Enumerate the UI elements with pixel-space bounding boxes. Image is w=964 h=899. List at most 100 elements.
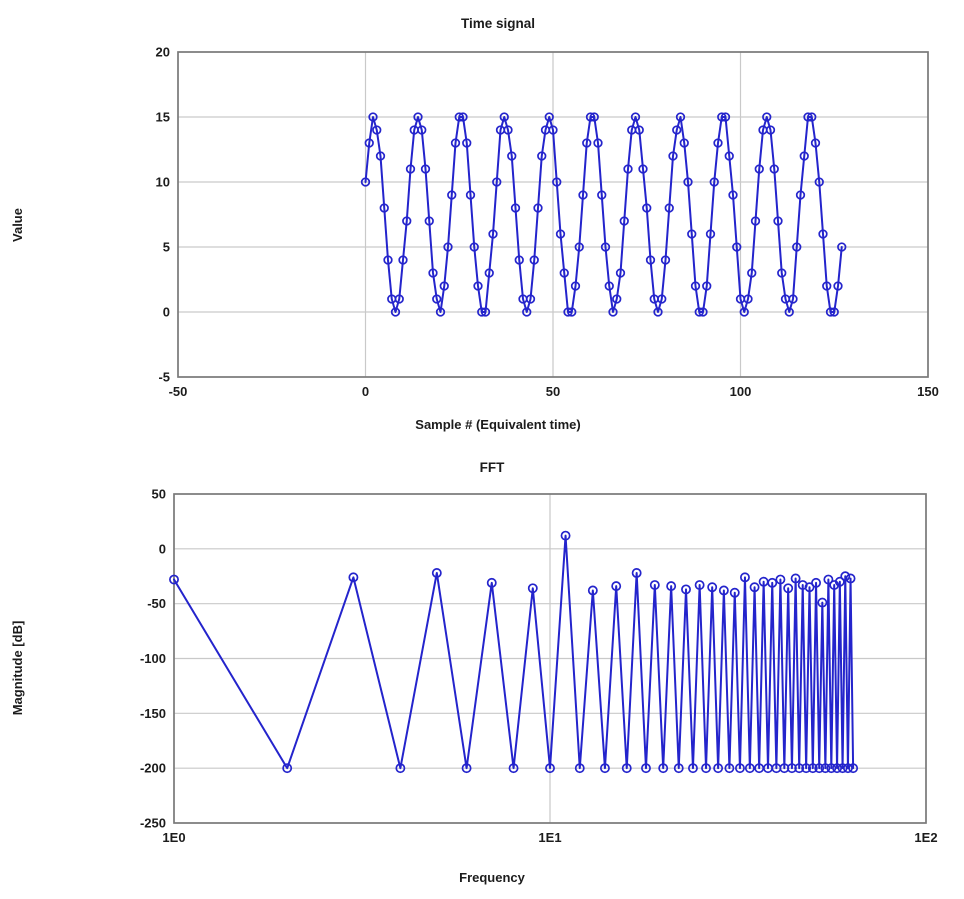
time-signal-y-axis-label: Value xyxy=(10,208,25,242)
time-signal-y-tick-label: -5 xyxy=(158,370,170,385)
time-signal-data-marker xyxy=(623,164,633,174)
time-signal-data-marker xyxy=(653,307,663,317)
fft-x-tick-label: 1E0 xyxy=(162,830,185,845)
fft-data-marker xyxy=(804,582,815,593)
fft-data-marker xyxy=(734,763,745,774)
time-signal-data-marker xyxy=(499,112,509,122)
fft-data-marker xyxy=(527,583,538,594)
fft-data-marker xyxy=(729,587,740,598)
time-signal-data-marker xyxy=(754,164,764,174)
fft-data-marker xyxy=(486,577,497,588)
time-signal-data-marker xyxy=(525,294,536,304)
time-signal-data-marker xyxy=(420,164,431,174)
time-signal-data-marker xyxy=(424,216,434,226)
fft-data-marker xyxy=(740,572,750,583)
time-signal-x-tick-label: 0 xyxy=(362,384,369,399)
fft-data-marker xyxy=(744,763,755,774)
time-signal-data-marker xyxy=(390,307,401,317)
time-signal-data-marker xyxy=(398,255,408,265)
time-signal-data-marker xyxy=(364,138,374,148)
time-signal-data-marker xyxy=(717,112,727,122)
time-signal-data-marker xyxy=(548,125,558,135)
time-signal-data-marker xyxy=(484,268,494,278)
fft-data-marker xyxy=(701,763,711,774)
time-signal-data-marker xyxy=(533,203,543,213)
fft-data-marker xyxy=(786,763,797,774)
fft-data-marker xyxy=(611,581,622,592)
time-signal-data-marker xyxy=(792,242,802,252)
time-signal-data-marker xyxy=(563,307,573,317)
time-signal-data-marker xyxy=(360,177,371,187)
time-signal-data-marker xyxy=(458,112,468,122)
fft-data-marker xyxy=(837,763,848,774)
time-signal-data-marker xyxy=(807,112,817,122)
fft-data-marker xyxy=(848,763,859,774)
time-signal-data-marker xyxy=(679,138,689,148)
time-signal-plot-frame xyxy=(177,51,929,378)
fft-data-marker xyxy=(681,584,691,595)
fft-data-marker xyxy=(587,585,598,596)
time-signal-data-marker xyxy=(638,164,648,174)
time-signal-data-marker xyxy=(777,268,787,278)
time-signal-data-marker xyxy=(559,268,569,278)
time-signal-data-marker xyxy=(477,307,487,317)
time-signal-data-marker xyxy=(450,138,461,148)
time-signal-data-marker xyxy=(765,125,776,135)
time-signal-data-marker xyxy=(829,307,839,317)
time-signal-data-marker xyxy=(447,190,457,200)
time-signal-data-marker xyxy=(795,190,806,200)
time-signal-data-marker xyxy=(743,294,753,304)
fft-series-line xyxy=(173,534,855,770)
fft-data-marker xyxy=(649,580,660,590)
time-signal-data-marker xyxy=(687,229,697,239)
time-signal-x-tick-label: -50 xyxy=(169,384,188,399)
time-signal-data-marker xyxy=(585,112,596,122)
time-signal-data-marker xyxy=(589,112,599,122)
time-signal-series-line xyxy=(364,116,843,313)
fft-data-marker xyxy=(820,763,831,774)
time-signal-data-marker xyxy=(578,190,588,200)
time-signal-data-marker xyxy=(739,307,749,317)
time-signal-data-marker xyxy=(799,151,809,161)
fft-data-marker xyxy=(814,763,825,774)
time-signal-data-marker xyxy=(522,307,532,317)
time-signal-data-marker xyxy=(375,151,386,161)
time-signal-data-marker xyxy=(503,125,513,135)
time-signal-data-marker xyxy=(702,281,712,291)
time-signal-data-marker xyxy=(619,216,629,226)
fft-y-tick-label: 50 xyxy=(152,487,166,502)
fft-data-marker xyxy=(749,582,760,593)
time-signal-title: Time signal xyxy=(461,16,535,31)
fft-data-marker xyxy=(431,568,442,578)
time-signal-data-marker xyxy=(567,307,577,317)
time-signal-data-marker xyxy=(488,229,498,239)
fft-data-marker xyxy=(775,574,786,585)
time-signal-data-marker xyxy=(822,281,832,291)
time-signal-data-marker xyxy=(728,190,738,200)
fft-data-marker xyxy=(641,763,651,774)
fft-data-marker xyxy=(707,582,718,593)
time-signal-data-marker xyxy=(405,164,416,174)
fft-data-marker xyxy=(666,581,677,592)
fft-data-marker xyxy=(767,577,778,588)
time-signal-data-marker xyxy=(713,138,723,148)
time-signal-data-marker xyxy=(634,125,644,135)
time-signal-data-marker xyxy=(582,138,592,148)
time-signal-data-marker xyxy=(383,255,393,265)
fft-title: FFT xyxy=(480,460,505,475)
fft-data-marker xyxy=(724,763,735,774)
time-signal-data-marker xyxy=(615,268,626,278)
time-signal-y-tick-label: 20 xyxy=(156,45,170,60)
fft-data-marker xyxy=(348,572,359,583)
time-signal-data-marker xyxy=(660,255,671,265)
time-signal-data-marker xyxy=(417,125,427,135)
time-signal-data-marker xyxy=(694,307,704,317)
fft-data-marker xyxy=(545,763,555,774)
time-signal-data-marker xyxy=(570,281,581,291)
time-signal-data-marker xyxy=(593,138,603,148)
time-signal-data-marker xyxy=(413,112,423,122)
fft-plot-frame xyxy=(173,493,927,824)
